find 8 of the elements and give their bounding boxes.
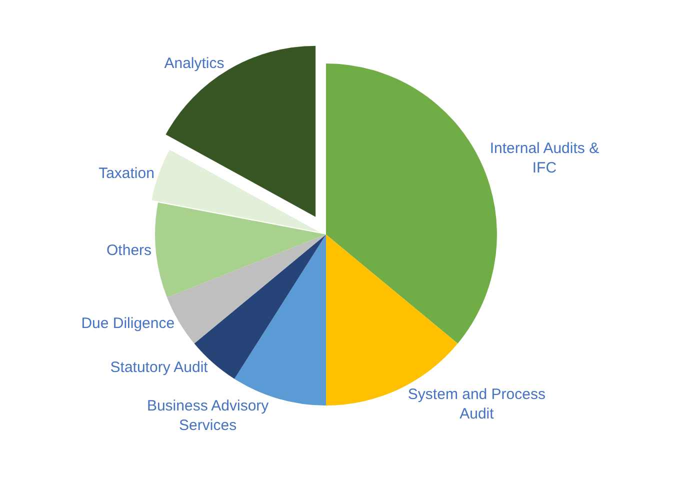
slice-label: Statutory Audit xyxy=(110,359,209,376)
slice-label: Business Advisory Services xyxy=(146,397,270,434)
slice-label: Analytics xyxy=(164,54,224,72)
slice-label: Others xyxy=(106,242,152,260)
slice-label: Taxation xyxy=(98,164,154,182)
slice-label: System and Process Audit xyxy=(408,386,546,422)
slice-label: Due Diligence xyxy=(81,315,175,332)
slice-label: Internal Audits & IFC xyxy=(490,140,600,177)
